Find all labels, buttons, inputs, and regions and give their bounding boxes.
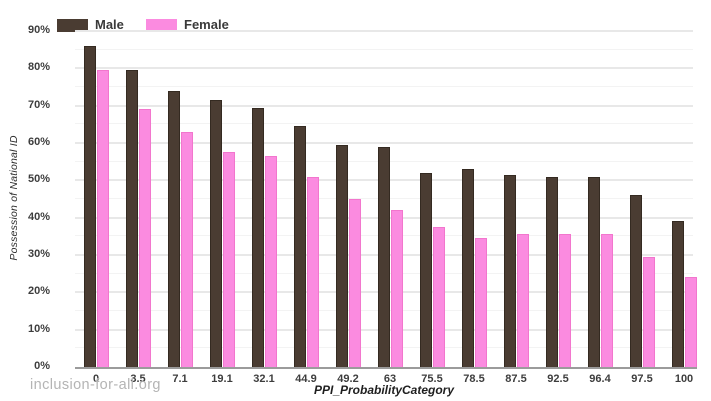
bar-male-49.2 [336, 144, 348, 367]
minor-gridline [75, 123, 693, 125]
x-tick-label: 32.1 [253, 373, 275, 385]
bar-male-87.5 [504, 174, 516, 367]
bar-male-96.4 [588, 176, 600, 367]
x-tick-label: 97.5 [631, 373, 653, 385]
bar-female-19.1 [223, 152, 235, 367]
bar-female-100 [685, 277, 697, 367]
x-tick-label: 0 [92, 373, 100, 385]
bar-male-78.5 [462, 169, 474, 367]
y-tick-label: 50% [27, 173, 50, 186]
y-tick-label: 10% [27, 322, 50, 335]
y-axis-title: Possession of National ID [8, 135, 20, 261]
y-tick-label: 90% [27, 24, 50, 36]
x-axis-title: PPI_ProbabilityCategory [313, 383, 455, 397]
bar-female-96.4 [601, 234, 613, 367]
bar-male-0 [84, 45, 96, 367]
x-tick-label: 100 [674, 373, 694, 385]
x-tick-label: 75.5 [421, 373, 443, 385]
male-series-swatch [57, 19, 88, 32]
legend-label-male: Male [95, 17, 124, 32]
x-tick-label: 3.5 [130, 373, 146, 385]
bar-male-100 [672, 221, 684, 367]
y-tick-label: 80% [27, 61, 50, 74]
y-tick-label: 70% [27, 98, 50, 111]
bar-female-49.2 [349, 199, 361, 367]
x-tick-label: 63 [383, 373, 397, 385]
minor-gridline [75, 86, 693, 87]
y-tick-label: 40% [27, 210, 50, 223]
bar-male-92.5 [546, 176, 558, 367]
bar-male-32.1 [252, 107, 264, 367]
x-tick-label: 44.9 [295, 373, 317, 385]
bar-female-75.5 [433, 227, 445, 367]
major-gridline [75, 67, 693, 70]
bar-male-97.5 [630, 195, 642, 367]
x-tick-label: 92.5 [547, 373, 569, 385]
x-tick-label: 7.1 [172, 373, 188, 385]
major-gridline [75, 30, 693, 32]
bar-female-0 [97, 70, 109, 367]
plot-area [75, 30, 697, 367]
bar-female-87.5 [517, 234, 529, 367]
bar-female-92.5 [559, 234, 571, 367]
bar-male-75.5 [420, 172, 432, 367]
y-tick-label: 20% [27, 285, 50, 298]
bar-female-3.5 [139, 109, 151, 367]
legend-label-female: Female [184, 17, 229, 32]
bar-male-19.1 [210, 100, 222, 367]
bar-female-63 [391, 210, 403, 367]
x-tick-label: 19.1 [211, 373, 233, 385]
x-tick-label: 96.4 [589, 373, 611, 385]
y-tick-label: 0% [34, 360, 50, 372]
bar-male-3.5 [126, 70, 138, 367]
bar-male-7.1 [168, 90, 180, 367]
x-axis-line [75, 367, 697, 369]
bar-female-44.9 [307, 176, 319, 367]
bar-female-7.1 [181, 131, 193, 367]
x-tick-label: 49.2 [337, 373, 359, 385]
x-tick-label: 78.5 [463, 373, 485, 385]
y-tick-label: 60% [27, 136, 50, 148]
bar-female-78.5 [475, 238, 487, 367]
bar-female-32.1 [265, 156, 277, 367]
x-tick-label: 87.5 [505, 373, 527, 385]
y-tick-label: 30% [27, 248, 50, 260]
bar-female-97.5 [643, 256, 655, 367]
bar-male-63 [378, 146, 390, 367]
major-gridline [75, 142, 693, 144]
female-series-swatch [146, 19, 177, 32]
bar-male-44.9 [294, 126, 306, 367]
major-gridline [75, 104, 693, 107]
minor-gridline [75, 48, 693, 50]
watermark-text: inclusion-for-all.org [30, 377, 161, 393]
